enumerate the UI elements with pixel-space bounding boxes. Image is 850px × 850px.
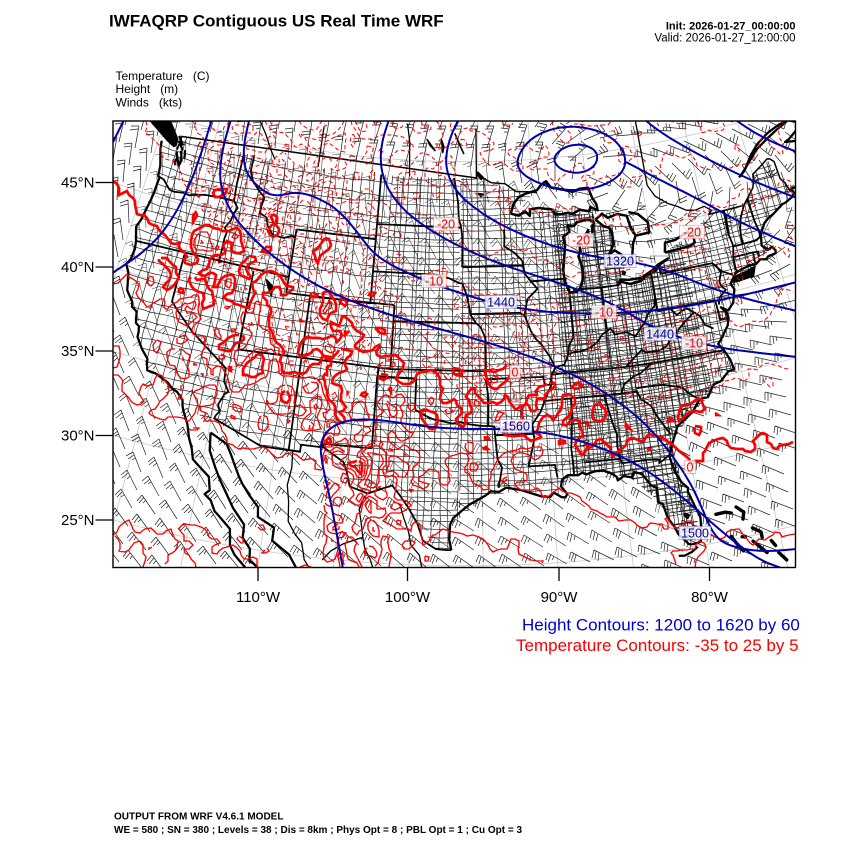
svg-text:1500: 1500 [681,527,709,541]
svg-text:-20: -20 [437,218,455,232]
svg-text:110°W: 110°W [236,589,281,606]
svg-text:100°W: 100°W [385,589,431,606]
svg-text:Temperature (C): Temperature (C) [116,69,210,83]
svg-text:-10: -10 [685,337,703,351]
svg-text:1560: 1560 [502,420,530,434]
svg-text:Init: 2026-01-27_00:00:00: Init: 2026-01-27_00:00:00 [666,21,796,33]
svg-text:-10: -10 [425,275,443,289]
svg-text:WE = 580 ; SN = 380 ; Levels =: WE = 580 ; SN = 380 ; Levels = 38 ; Dis … [114,825,522,836]
svg-text:Winds (kts): Winds (kts) [116,95,183,109]
svg-text:1320: 1320 [606,255,634,269]
svg-text:Valid: 2026-01-27_12:00:00: Valid: 2026-01-27_12:00:00 [654,32,795,44]
svg-text:Height Contours: 1200 to 1620: Height Contours: 1200 to 1620 by 60 [522,616,800,635]
svg-text:45°N: 45°N [61,175,95,192]
svg-text:Height (m): Height (m) [116,82,179,96]
svg-text:0: 0 [512,366,519,380]
svg-text:30°N: 30°N [61,428,95,445]
svg-text:40°N: 40°N [61,259,95,276]
svg-text:1440: 1440 [646,328,674,342]
svg-text:90°W: 90°W [541,589,579,606]
svg-text:80°W: 80°W [691,589,729,606]
svg-text:IWFAQRP Contiguous US Real Tim: IWFAQRP Contiguous US Real Time WRF [109,12,444,31]
svg-text:25°N: 25°N [61,512,95,529]
svg-text:-10: -10 [595,306,613,320]
svg-text:35°N: 35°N [61,343,95,360]
svg-text:Temperature Contours: -35 to 2: Temperature Contours: -35 to 25 by 5 [516,636,799,655]
svg-text:OUTPUT FROM WRF V4.6.1 MODEL: OUTPUT FROM WRF V4.6.1 MODEL [114,812,283,823]
svg-text:-20: -20 [683,226,701,240]
svg-text:-20: -20 [572,234,590,248]
svg-text:1440: 1440 [487,296,515,310]
svg-text:0: 0 [687,461,694,475]
